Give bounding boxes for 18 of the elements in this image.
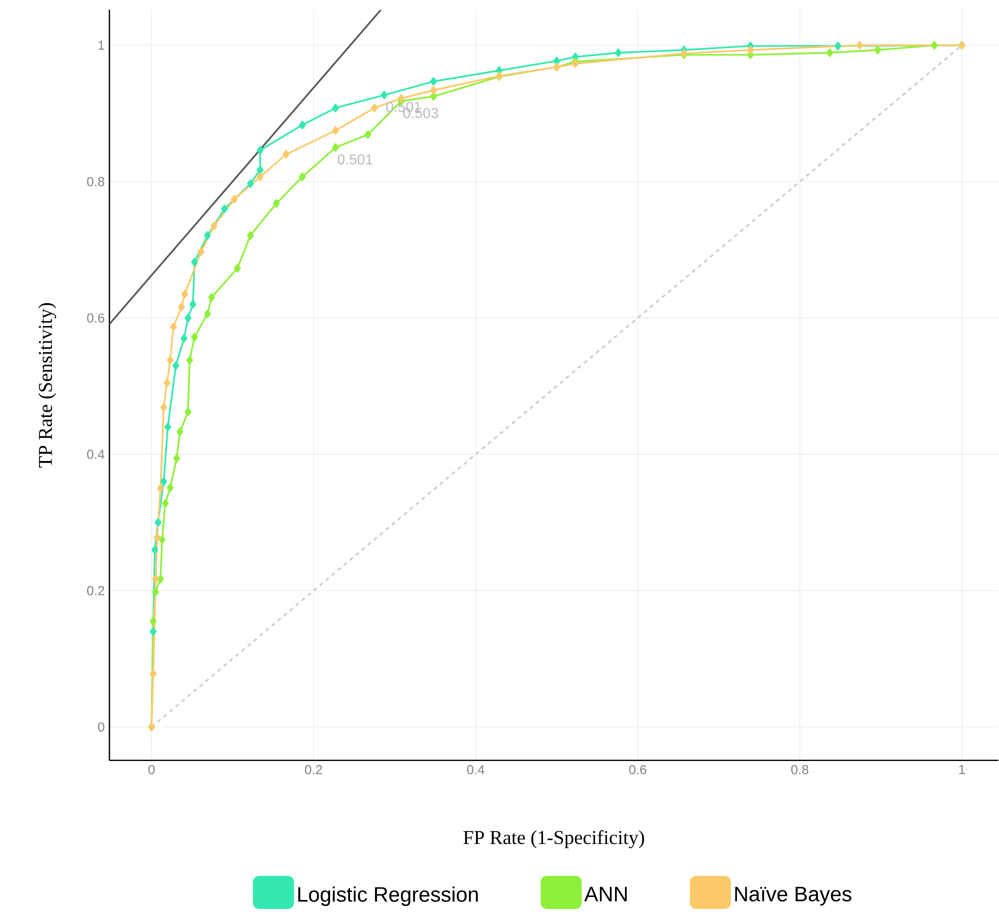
- y-tick-label: 0.6: [87, 313, 104, 322]
- x-tick-label: 0.6: [629, 764, 646, 774]
- x-tick-label: 0.4: [467, 764, 484, 774]
- y-tick-label: 0.2: [87, 586, 104, 596]
- legend-label: Naïve Bayes: [735, 886, 852, 906]
- y-tick-label: 1: [98, 40, 104, 50]
- legend-label: ANN: [584, 886, 627, 902]
- x-axis-title: FP Rate (1-Specificity): [463, 830, 644, 848]
- legend-label: Logistic Regression: [298, 886, 478, 906]
- x-tick-label: 0.2: [305, 764, 322, 774]
- annotation: 0.501: [338, 154, 372, 164]
- y-tick-label: 0: [98, 722, 104, 732]
- x-tick-label: 0.8: [791, 764, 808, 774]
- y-tick-label: 0.8: [87, 176, 104, 186]
- y-axis-title: TP Rate (Sensitivity): [38, 302, 56, 468]
- x-tick-label: 0: [148, 764, 155, 774]
- y-tick-label: 0.4: [87, 450, 104, 459]
- x-tick-label: 1: [959, 764, 965, 774]
